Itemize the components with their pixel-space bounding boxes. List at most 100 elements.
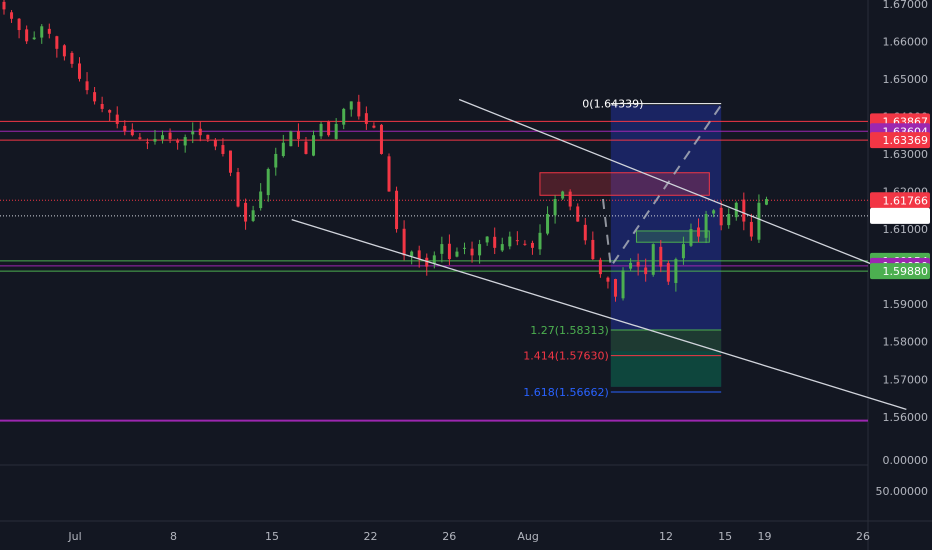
candle-body [145,142,149,144]
candle-body [455,251,459,257]
candle-body [523,243,527,245]
candle-body [666,263,670,282]
indicator-tick-label: 0.00000 [883,454,929,467]
candle-body [742,199,746,222]
candle-body [463,247,467,249]
candle-body [583,224,587,241]
candle-body [553,199,557,216]
time-tick-label: 26 [856,530,870,543]
countdown-label: 01:13:14 [879,210,928,223]
candle-body [334,123,338,139]
candle-body [515,240,519,242]
price-tick-label: 1.59000 [883,298,929,311]
candle-body [10,12,14,19]
candle-body [410,251,414,256]
price-tick-label: 1.63000 [883,148,929,161]
candle-body [636,261,640,267]
candle-body [349,101,353,110]
candle-body [546,214,550,234]
channel-lower-line[interactable] [291,219,907,410]
candle-body [17,18,21,31]
candle-body [266,168,270,196]
candle-body [447,243,451,260]
candle-body [372,125,376,128]
price-tag-label: 1.61766 [883,194,929,207]
channel-upper-line[interactable] [458,98,907,279]
candle-body [32,37,36,40]
candle-body [55,36,59,49]
candle-body [697,227,701,237]
candle-body [719,207,723,226]
candle-body [183,137,187,146]
candle-body [319,123,323,137]
candle-body [659,246,663,267]
candle-body [568,191,572,207]
candle-body [757,202,761,240]
candle-body [198,128,202,136]
candle-body [25,29,29,42]
candle-body [70,52,74,64]
candle-body [77,63,81,79]
candle-body [213,140,217,147]
candle-body [591,239,595,260]
candle-body [704,214,708,238]
candle-body [681,244,685,259]
price-tag[interactable] [870,132,930,149]
resistance-zone [539,172,710,196]
fib-label: 1.414(1.57630) [523,350,609,363]
candle-body [644,267,648,275]
price-tick-label: 1.61000 [883,223,929,236]
fib-target-band [610,351,722,387]
candle-body [168,132,172,139]
candle-body [342,108,346,125]
candle-body [417,250,421,260]
candle-body [478,244,482,256]
candle-body [500,244,504,251]
candle-body [176,140,180,143]
candle-body [395,190,399,230]
fib-target-band-upper [610,329,722,352]
candle-body [2,1,6,10]
candle-body [674,259,678,283]
candle-body [93,92,97,102]
candle-body [485,236,489,243]
price-tag[interactable] [870,192,930,209]
time-tick-label: 12 [659,530,673,543]
candle-body [281,142,285,156]
candle-body [749,221,753,237]
candle-body [727,214,731,226]
candle-body [327,121,331,136]
candle-body [47,28,51,34]
candle-body [274,153,278,168]
price-tag[interactable] [870,263,930,280]
price-tick-label: 1.56000 [883,411,929,424]
time-tick-label: 19 [758,530,772,543]
candle-body [651,244,655,275]
candle-body [259,191,263,209]
candle-body [764,199,768,205]
candle-body [304,141,308,154]
candle-body [62,45,66,57]
time-tick-label: Jul [67,530,81,543]
price-tick-label: 1.57000 [883,373,929,386]
candle-body [440,244,444,254]
candle-body [470,248,474,256]
candle-body [40,26,44,38]
candle-body [576,206,580,222]
price-tick-label: 1.65000 [883,73,929,86]
fib-label: 1.618(1.56662) [523,386,609,399]
candle-body [296,131,300,139]
indicator-tick-label: 50.00000 [876,485,929,498]
price-tag-label: 1.59880 [883,265,929,278]
candle-body [493,236,497,248]
candle-body [561,191,565,199]
candle-body [425,257,429,267]
candle-body [100,103,104,109]
price-tag-label: 1.63369 [883,134,929,147]
candle-body [153,138,157,142]
countdown-tag [870,207,930,224]
time-tick-label: 26 [442,530,456,543]
fib-projection-path [601,104,722,270]
